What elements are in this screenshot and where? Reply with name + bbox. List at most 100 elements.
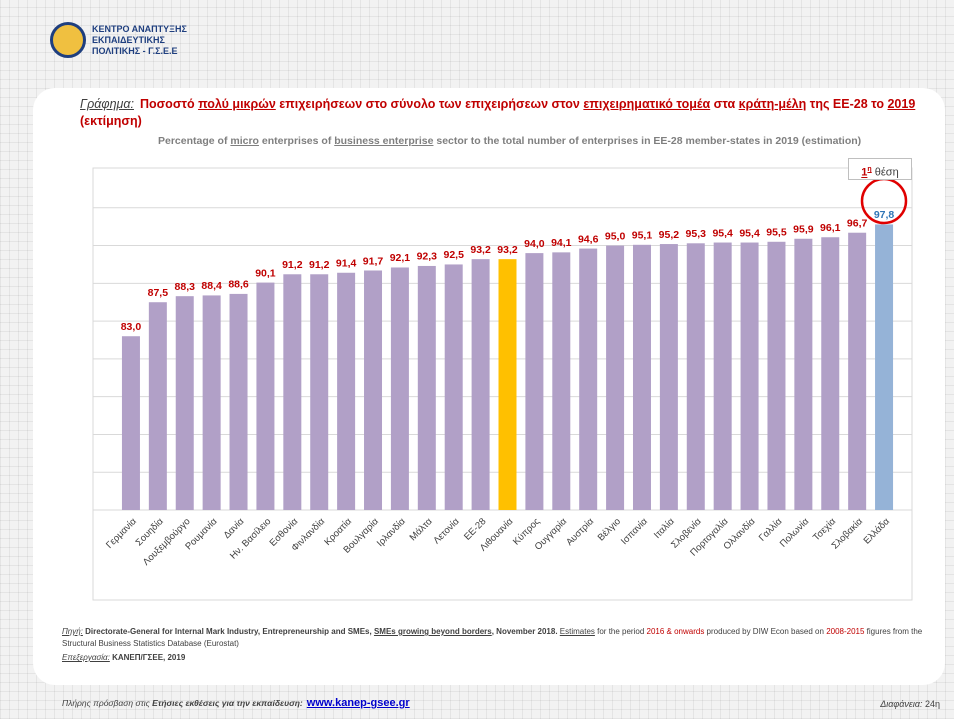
chart-title: Γράφημα: Ποσοστό πολύ μικρών επιχειρήσεων… <box>80 96 940 130</box>
source-part: , November 2018. <box>491 627 560 636</box>
access-note: Πλήρης πρόσβαση στις Ετήσιες εκθέσεις γι… <box>62 697 410 709</box>
bar <box>364 270 383 510</box>
value-label: 88,6 <box>228 279 249 291</box>
bar <box>686 243 705 511</box>
value-label: 95,1 <box>632 230 653 242</box>
chart-subtitle: Percentage of micro enterprises of busin… <box>158 134 898 148</box>
value-label: 95,4 <box>739 227 760 239</box>
rank-suffix: η <box>867 166 872 173</box>
value-label: 92,1 <box>390 252 411 264</box>
processing: Επεξεργασία: ΚΑΝΕΠ/ΓΣΕΕ, 2019 <box>62 652 932 664</box>
bar <box>229 293 248 510</box>
value-label: 95,3 <box>686 228 707 240</box>
logo-line: ΠΟΛΙΤΙΚΗΣ - Γ.Σ.Ε.Ε <box>92 46 178 56</box>
processing-text: ΚΑΝΕΠ/ΓΣΕΕ, 2019 <box>112 653 186 662</box>
value-label: 91,4 <box>336 258 357 270</box>
value-label: 95,2 <box>659 229 680 241</box>
value-label: 96,7 <box>847 217 868 229</box>
value-label: 87,5 <box>148 287 169 299</box>
value-label: 93,2 <box>470 244 491 256</box>
title-part: στα <box>710 97 739 111</box>
value-label: 96,1 <box>820 222 841 234</box>
bar <box>444 264 463 510</box>
title-part: (εκτίμηση) <box>80 114 142 128</box>
source-part: SMEs growing beyond borders <box>373 627 492 636</box>
footer: Πηγή: Directorate-General for Internal M… <box>62 626 932 664</box>
bar <box>606 245 625 511</box>
bar <box>310 274 329 510</box>
subtitle-part: Percentage of <box>158 135 231 147</box>
value-label: 92,5 <box>443 249 464 261</box>
rank-text: θέση <box>874 166 899 179</box>
bar <box>821 237 840 510</box>
value-label: 97,8 <box>874 209 895 221</box>
bar <box>175 296 194 510</box>
title-label: Γράφημα: <box>80 97 134 111</box>
bar <box>121 336 140 510</box>
slide-number: Διαφάνεια: 24η <box>880 699 940 709</box>
bar <box>659 244 678 511</box>
subtitle-part: sector to the total number of enterprise… <box>433 135 862 147</box>
title-part: επιχειρήσεων στο σύνολο των επιχειρήσεων… <box>275 97 584 111</box>
access-text: Πλήρης πρόσβαση στις <box>62 698 153 708</box>
value-label: 94,0 <box>524 238 545 250</box>
value-label: 94,1 <box>551 237 572 249</box>
title-part: επιχειρηματικό τομέα <box>583 97 711 111</box>
source-part: for the period <box>594 627 647 636</box>
slide-label: Διαφάνεια: <box>880 699 923 709</box>
title-part: 2019 <box>887 97 916 111</box>
link[interactable]: www.kanep-gsee.gr <box>306 697 410 709</box>
value-label: 95,9 <box>793 224 814 236</box>
value-label: 90,1 <box>255 267 276 279</box>
logo-text: ΚΕΝΤΡΟ ΑΝΑΠΤΥΞΗΣ ΕΚΠΑΙΔΕΥΤΙΚΗΣ ΠΟΛΙΤΙΚΗΣ… <box>92 24 187 57</box>
source-part: figures from the Structural Business Sta… <box>62 627 923 648</box>
source-part: produced by DIW Econ based on <box>704 627 827 636</box>
source-part: Directorate-General for Internal Mark In… <box>82 627 374 636</box>
value-label: 95,5 <box>766 227 787 239</box>
subtitle-part: enterprises of <box>258 135 335 147</box>
value-label: 95,0 <box>605 230 626 242</box>
value-label: 88,3 <box>175 281 196 293</box>
bar <box>417 265 436 510</box>
bar <box>471 259 490 510</box>
source-part: 2008-2015 <box>826 627 865 636</box>
bar <box>875 224 894 510</box>
bar <box>337 272 356 510</box>
bar <box>256 282 275 510</box>
value-label: 91,2 <box>282 259 303 271</box>
bar <box>552 252 571 510</box>
source-label: Πηγή: <box>62 627 83 636</box>
value-label: 93,2 <box>497 244 518 256</box>
logo-line: ΚΕΝΤΡΟ ΑΝΑΠΤΥΞΗΣ <box>92 24 187 34</box>
title-part: πολύ μικρών <box>198 97 276 111</box>
bar <box>848 232 867 510</box>
subtitle-part: micro <box>230 135 259 147</box>
value-label: 94,6 <box>578 233 599 245</box>
value-label: 91,7 <box>363 255 384 267</box>
value-label: 95,4 <box>712 227 733 239</box>
rank-badge: 1η θέση <box>848 158 912 180</box>
value-label: 83,0 <box>121 321 142 333</box>
title-part: Ποσοστό <box>139 97 199 111</box>
chart-layer: 83,0Γερμανία87,5Σουηδία88,3Λουξεμβούργο8… <box>93 207 912 568</box>
value-label: 88,4 <box>201 280 222 292</box>
bar <box>525 253 544 510</box>
bar <box>498 259 517 510</box>
source: Πηγή: Directorate-General for Internal M… <box>62 626 932 650</box>
logo <box>50 22 86 58</box>
access-bold: Ετήσιες εκθέσεις για την εκπαίδευση: <box>152 698 303 708</box>
rank: 1 <box>861 166 868 179</box>
source-part: Estimates <box>559 627 595 636</box>
bar <box>632 244 651 511</box>
title-part: της ΕΕ-28 το <box>806 97 888 111</box>
value-label: 92,3 <box>417 251 438 263</box>
bar <box>202 295 221 510</box>
bar <box>713 242 732 511</box>
bar <box>740 242 759 511</box>
processing-label: Επεξεργασία: <box>62 653 110 662</box>
bar <box>283 274 302 510</box>
bar <box>579 248 598 511</box>
source-part: 2016 & onwards <box>646 627 705 636</box>
